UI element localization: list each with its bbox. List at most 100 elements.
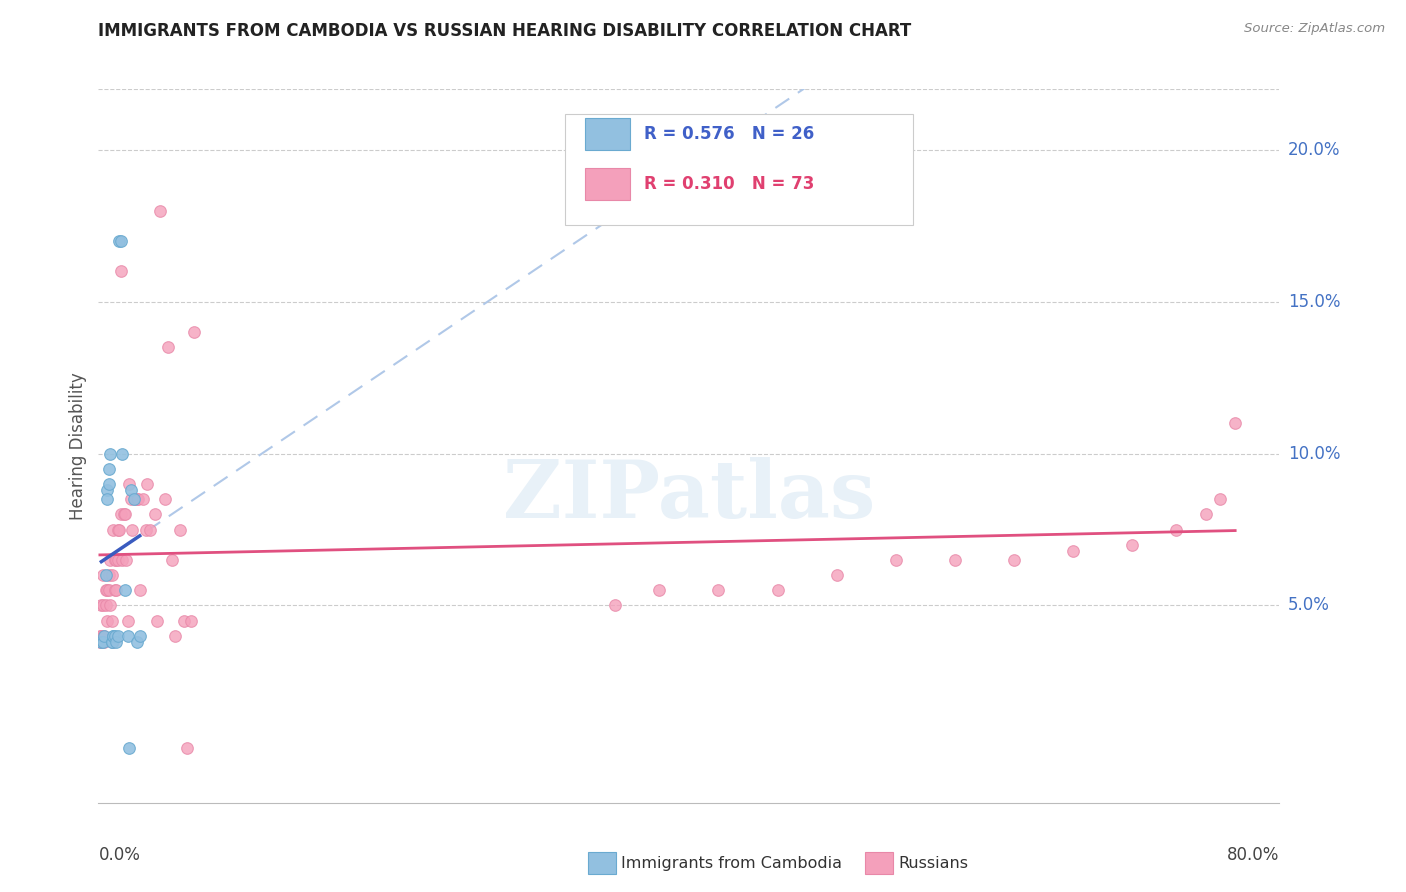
Point [120,492,142,507]
Point [91,635,114,649]
Point [108,523,131,537]
Point [122,492,145,507]
Point [108,234,131,248]
Point [124,492,146,507]
Point [96,583,118,598]
Point [89,629,111,643]
Point [114,583,136,598]
Point [176,741,198,756]
Point [169,523,191,537]
Point [96,614,118,628]
Point [97,583,120,598]
Point [149,203,172,218]
Point [90,635,112,649]
Text: 5.0%: 5.0% [1288,597,1330,615]
Point [111,447,134,461]
Point [180,614,202,628]
Text: R = 0.576   N = 26: R = 0.576 N = 26 [644,125,814,143]
Point [943,553,966,567]
Point [100,635,122,649]
Point [605,599,627,613]
Point [104,629,127,643]
Point [1164,523,1187,537]
Point [128,583,150,598]
Point [93,629,115,643]
Text: 20.0%: 20.0% [1288,141,1340,159]
Point [94,568,117,582]
Point [107,629,129,643]
Point [103,523,125,537]
Point [110,264,132,278]
Point [125,492,148,507]
Point [162,553,183,567]
Point [135,523,157,537]
Point [100,635,122,649]
Point [107,523,129,537]
Text: 10.0%: 10.0% [1288,444,1340,463]
Point [766,583,789,598]
Point [90,599,112,613]
Text: ZIPatlas: ZIPatlas [503,457,875,535]
Text: 80.0%: 80.0% [1227,846,1279,863]
Point [136,477,159,491]
Text: IMMIGRANTS FROM CAMBODIA VS RUSSIAN HEARING DISABILITY CORRELATION CHART: IMMIGRANTS FROM CAMBODIA VS RUSSIAN HEAR… [98,22,911,40]
Point [96,492,118,507]
Point [132,492,155,507]
Point [127,492,149,507]
Point [1002,553,1025,567]
Point [100,614,122,628]
Point [156,340,179,354]
Text: Russians: Russians [898,856,969,871]
Point [117,614,139,628]
Point [1062,543,1084,558]
Point [707,583,730,598]
Point [89,635,111,649]
Point [146,614,169,628]
Point [104,583,127,598]
Point [1209,492,1232,507]
Point [91,568,114,582]
Y-axis label: Hearing Disability: Hearing Disability [69,372,87,520]
Point [110,234,132,248]
Point [105,583,128,598]
Point [143,508,166,522]
Point [105,553,128,567]
Point [98,553,121,567]
Point [104,553,127,567]
Point [173,614,195,628]
Point [97,477,120,491]
Text: Source: ZipAtlas.com: Source: ZipAtlas.com [1244,22,1385,36]
Point [90,635,112,649]
FancyBboxPatch shape [585,168,630,200]
Point [118,741,141,756]
Point [128,629,150,643]
Point [117,629,139,643]
Point [91,599,114,613]
Point [115,553,138,567]
Point [96,483,118,497]
Point [114,508,136,522]
Point [1195,508,1218,522]
Point [103,635,125,649]
Point [120,483,142,497]
Point [111,553,134,567]
Point [165,629,187,643]
Point [93,629,115,643]
Point [103,629,125,643]
Point [112,508,135,522]
Point [94,583,117,598]
Text: Immigrants from Cambodia: Immigrants from Cambodia [621,856,842,871]
Point [121,523,143,537]
Point [648,583,671,598]
Point [93,635,115,649]
Point [105,635,128,649]
Point [100,568,122,582]
Text: 15.0%: 15.0% [1288,293,1340,310]
Text: 0.0%: 0.0% [98,846,141,863]
Point [94,599,117,613]
Point [98,447,121,461]
Point [91,629,114,643]
Point [103,629,125,643]
Point [139,523,162,537]
Point [125,635,148,649]
